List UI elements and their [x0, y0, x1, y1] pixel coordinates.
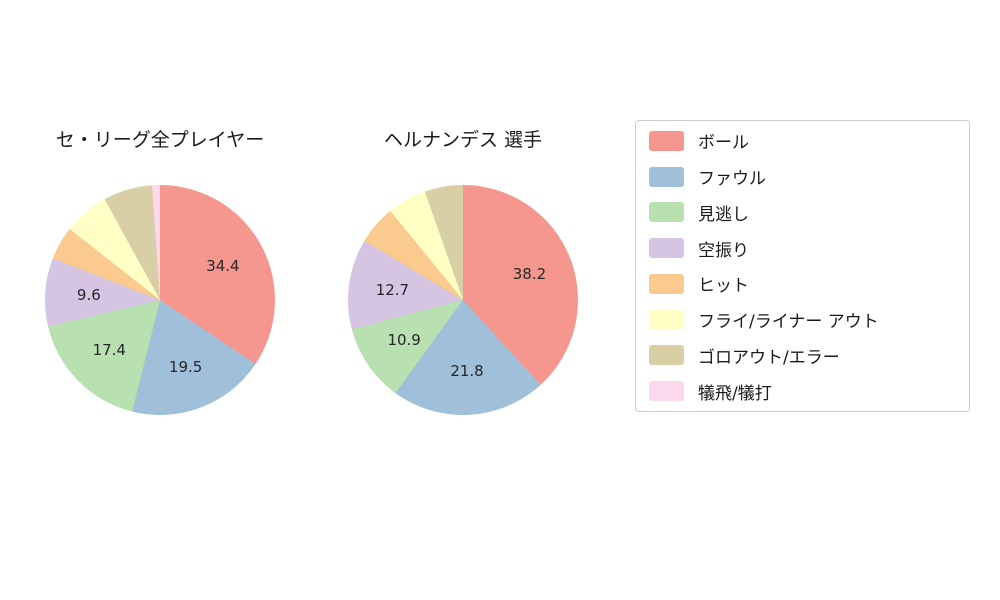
pie-player: 38.2 21.8 10.9 12.7: [348, 185, 578, 415]
legend-item-fly-liner-out: フライ/ライナー アウト: [649, 303, 969, 337]
legend-label-foul: ファウル: [698, 169, 766, 190]
legend-label-fly-liner-out: フライ/ライナー アウト: [698, 312, 879, 333]
pie-title-league: セ・リーグ全プレイヤー: [55, 129, 265, 151]
pie-slice-label: 19.5: [168, 357, 203, 376]
pie-slice-label: 9.6: [76, 286, 101, 305]
legend-swatch-foul: [649, 166, 684, 187]
legend-swatch-hit: [649, 273, 684, 294]
legend: ボール ファウル 見逃し 空振り ヒット フライ/ライナー アウト ゴロアウト/…: [635, 120, 970, 412]
pie-chart-league: セ・リーグ全プレイヤー 34.4 19.5 17.4 9.6: [20, 125, 300, 415]
legend-label-ball: ボール: [698, 133, 749, 154]
legend-label-looking: 見逃し: [698, 204, 749, 225]
pie-slice-label: 10.9: [387, 331, 421, 350]
legend-label-grounder-error: ゴロアウト/エラー: [698, 347, 840, 368]
legend-item-hit: ヒット: [649, 267, 969, 301]
pie-chart-player: ヘルナンデス 選手 38.2 21.8 10.9 12.7: [323, 125, 603, 415]
legend-label-hit: ヒット: [698, 276, 749, 297]
legend-label-swinging: 空振り: [698, 240, 749, 261]
legend-item-sacrifice: 犠飛/犠打: [649, 374, 969, 408]
legend-item-grounder-error: ゴロアウト/エラー: [649, 338, 969, 372]
legend-swatch-grounder-error: [649, 345, 684, 366]
pie-slice-label: 17.4: [92, 341, 126, 360]
pie-slice-label: 21.8: [450, 362, 484, 381]
legend-swatch-swinging: [649, 238, 684, 259]
legend-item-swinging: 空振り: [649, 231, 969, 265]
legend-swatch-sacrifice: [649, 381, 684, 402]
legend-swatch-ball: [649, 130, 684, 151]
pie-slice-label: 34.4: [206, 257, 240, 276]
legend-item-foul: ファウル: [649, 160, 969, 194]
pie-slice-label: 12.7: [375, 280, 410, 299]
legend-item-ball: ボール: [649, 124, 969, 158]
legend-item-looking: 見逃し: [649, 195, 969, 229]
pie-title-player: ヘルナンデス 選手: [383, 129, 543, 151]
pie-slice-label: 38.2: [512, 265, 547, 284]
legend-swatch-looking: [649, 202, 684, 223]
pie-league: 34.4 19.5 17.4 9.6: [45, 185, 275, 415]
legend-swatch-fly-liner-out: [649, 309, 684, 330]
legend-label-sacrifice: 犠飛/犠打: [698, 383, 772, 404]
